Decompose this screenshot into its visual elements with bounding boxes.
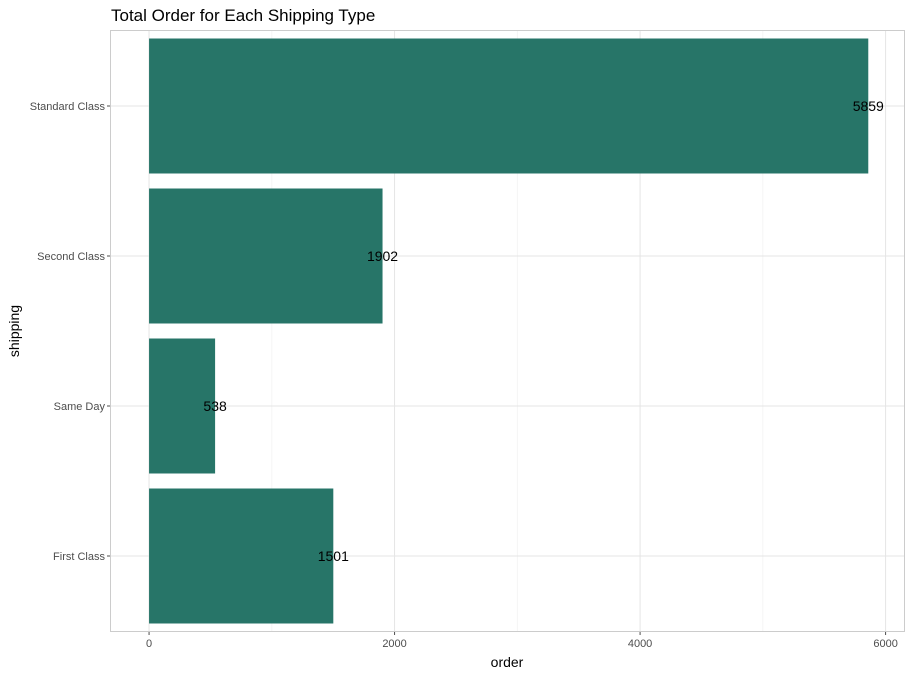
y-tick-label: Second Class [37, 251, 105, 263]
bar [149, 188, 383, 324]
chart-title: Total Order for Each Shipping Type [111, 6, 375, 25]
bar [149, 38, 869, 174]
y-tick-label: First Class [53, 551, 105, 563]
x-axis-title: order [491, 654, 524, 670]
data-label: 1501 [318, 548, 349, 564]
y-axis-title: shipping [6, 305, 22, 357]
x-tick-label: 4000 [628, 638, 652, 650]
bars [149, 38, 869, 624]
y-tick-label: Standard Class [30, 101, 106, 113]
data-labels: 5859 1902 538 1501 [203, 98, 884, 564]
x-tick-labels: 0 2000 4000 6000 [146, 631, 898, 650]
data-label: 5859 [853, 98, 884, 114]
bar [149, 338, 216, 474]
panel-border [110, 30, 905, 632]
y-tick-labels: Standard Class Second Class Same Day First … [30, 101, 111, 563]
x-tick-label: 2000 [382, 638, 406, 650]
x-tick-label: 0 [146, 638, 152, 650]
bar [149, 488, 334, 624]
data-label: 1902 [367, 248, 398, 264]
data-label: 538 [203, 398, 227, 414]
y-tick-label: Same Day [54, 401, 106, 413]
x-tick-label: 6000 [873, 638, 897, 650]
